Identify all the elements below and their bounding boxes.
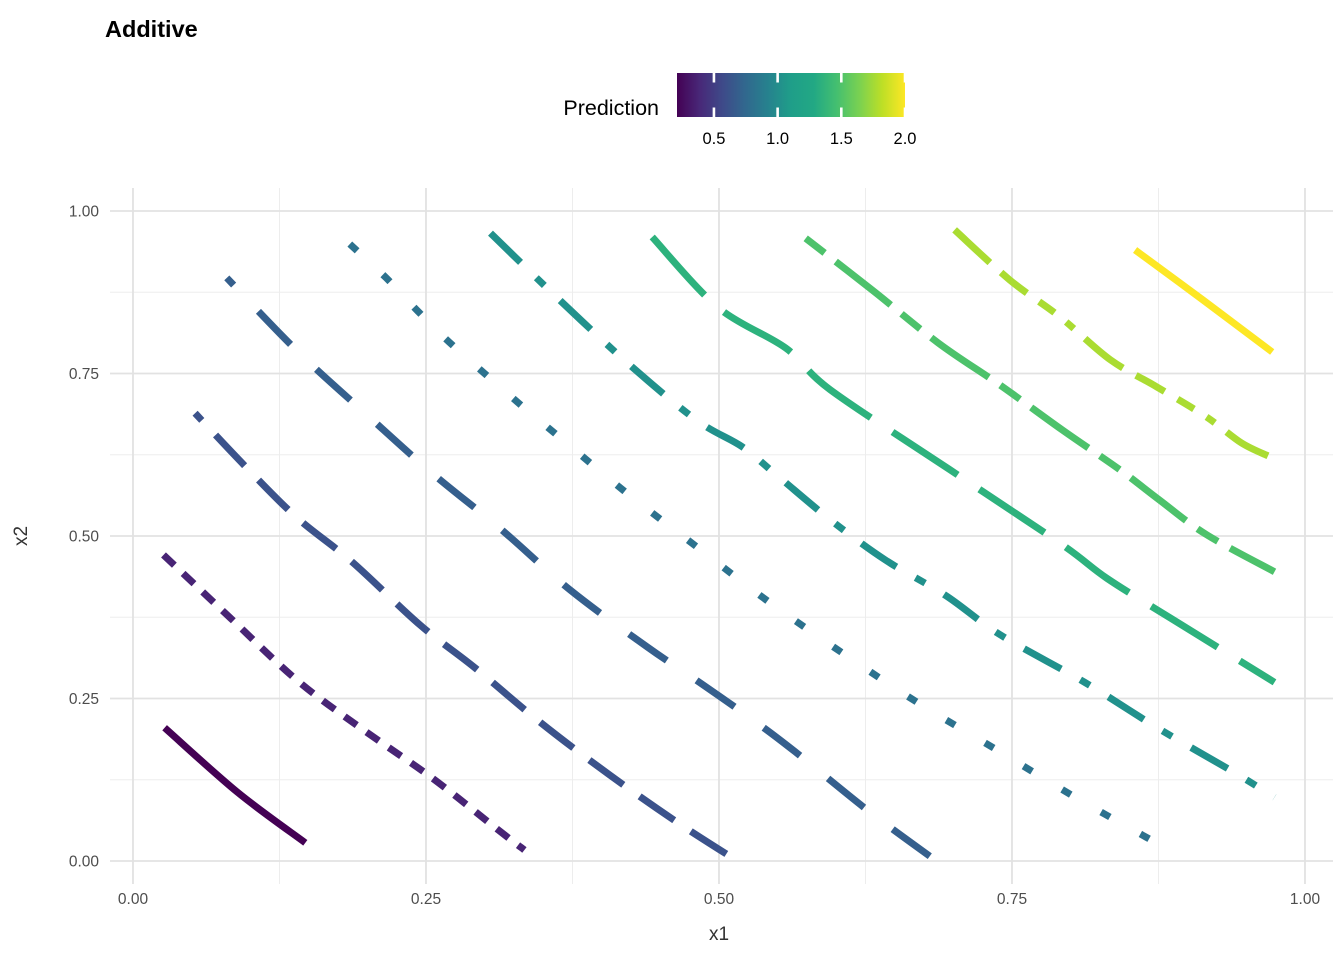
colorbar-ticks bbox=[712, 73, 907, 117]
x-tick-label: 0.50 bbox=[704, 891, 735, 908]
x-tick-label: 0.75 bbox=[997, 891, 1027, 908]
colorbar-tick bbox=[840, 73, 843, 83]
contour-line-level-0.6 bbox=[192, 410, 738, 863]
colorbar-tick bbox=[903, 73, 907, 83]
colorbar-tick-label: 0.5 bbox=[702, 130, 725, 148]
colorbar-tick-labels: 0.5 1.0 1.5 2.0 bbox=[702, 130, 916, 148]
colorbar-tick bbox=[776, 107, 779, 117]
x-tick-label: 0.00 bbox=[118, 891, 149, 908]
colorbar-tick bbox=[903, 107, 907, 117]
y-tick-label: 1.00 bbox=[69, 204, 100, 221]
colorbar-tick bbox=[776, 73, 779, 83]
legend-title: Prediction bbox=[563, 96, 659, 120]
colorbar-tick-label: 1.5 bbox=[830, 130, 853, 148]
contour-line-level-2 bbox=[1133, 247, 1275, 355]
y-tick-label: 0.25 bbox=[69, 691, 99, 708]
contour-line-level-1 bbox=[347, 241, 1157, 846]
plot-title: Additive bbox=[105, 16, 198, 42]
contour-line-level-1.4 bbox=[649, 234, 1277, 686]
y-tick-label: 0.50 bbox=[69, 529, 100, 546]
contour-line-level-0.4 bbox=[161, 552, 527, 853]
colorbar-tick-label: 1.0 bbox=[766, 130, 789, 148]
colorbar-tick-label: 2.0 bbox=[894, 130, 917, 148]
contour-line-level-1.8 bbox=[952, 227, 1272, 460]
colorbar-tick bbox=[712, 107, 716, 117]
contour-line-level-0.2 bbox=[162, 725, 308, 846]
colorbar-legend: Prediction 0.5 1.0 1.5 2.0 bbox=[563, 73, 916, 148]
y-axis-title: x2 bbox=[11, 526, 32, 546]
y-axis-tick-labels: 0.00 0.25 0.50 0.75 1.00 bbox=[69, 204, 100, 871]
x-tick-label: 1.00 bbox=[1290, 891, 1321, 908]
x-axis-title: x1 bbox=[709, 924, 729, 945]
contour-lines bbox=[161, 227, 1277, 863]
contour-line-level-0.8 bbox=[224, 275, 937, 863]
y-tick-label: 0.00 bbox=[69, 854, 100, 871]
colorbar-tick bbox=[840, 107, 843, 117]
colorbar bbox=[677, 73, 905, 117]
colorbar-tick bbox=[712, 73, 716, 83]
contour-line-level-1.6 bbox=[803, 235, 1277, 575]
panel-gridlines bbox=[110, 188, 1333, 884]
x-axis-tick-labels: 0.00 0.25 0.50 0.75 1.00 bbox=[118, 891, 1321, 908]
y-tick-label: 0.75 bbox=[69, 366, 99, 383]
x-tick-label: 0.25 bbox=[411, 891, 441, 908]
